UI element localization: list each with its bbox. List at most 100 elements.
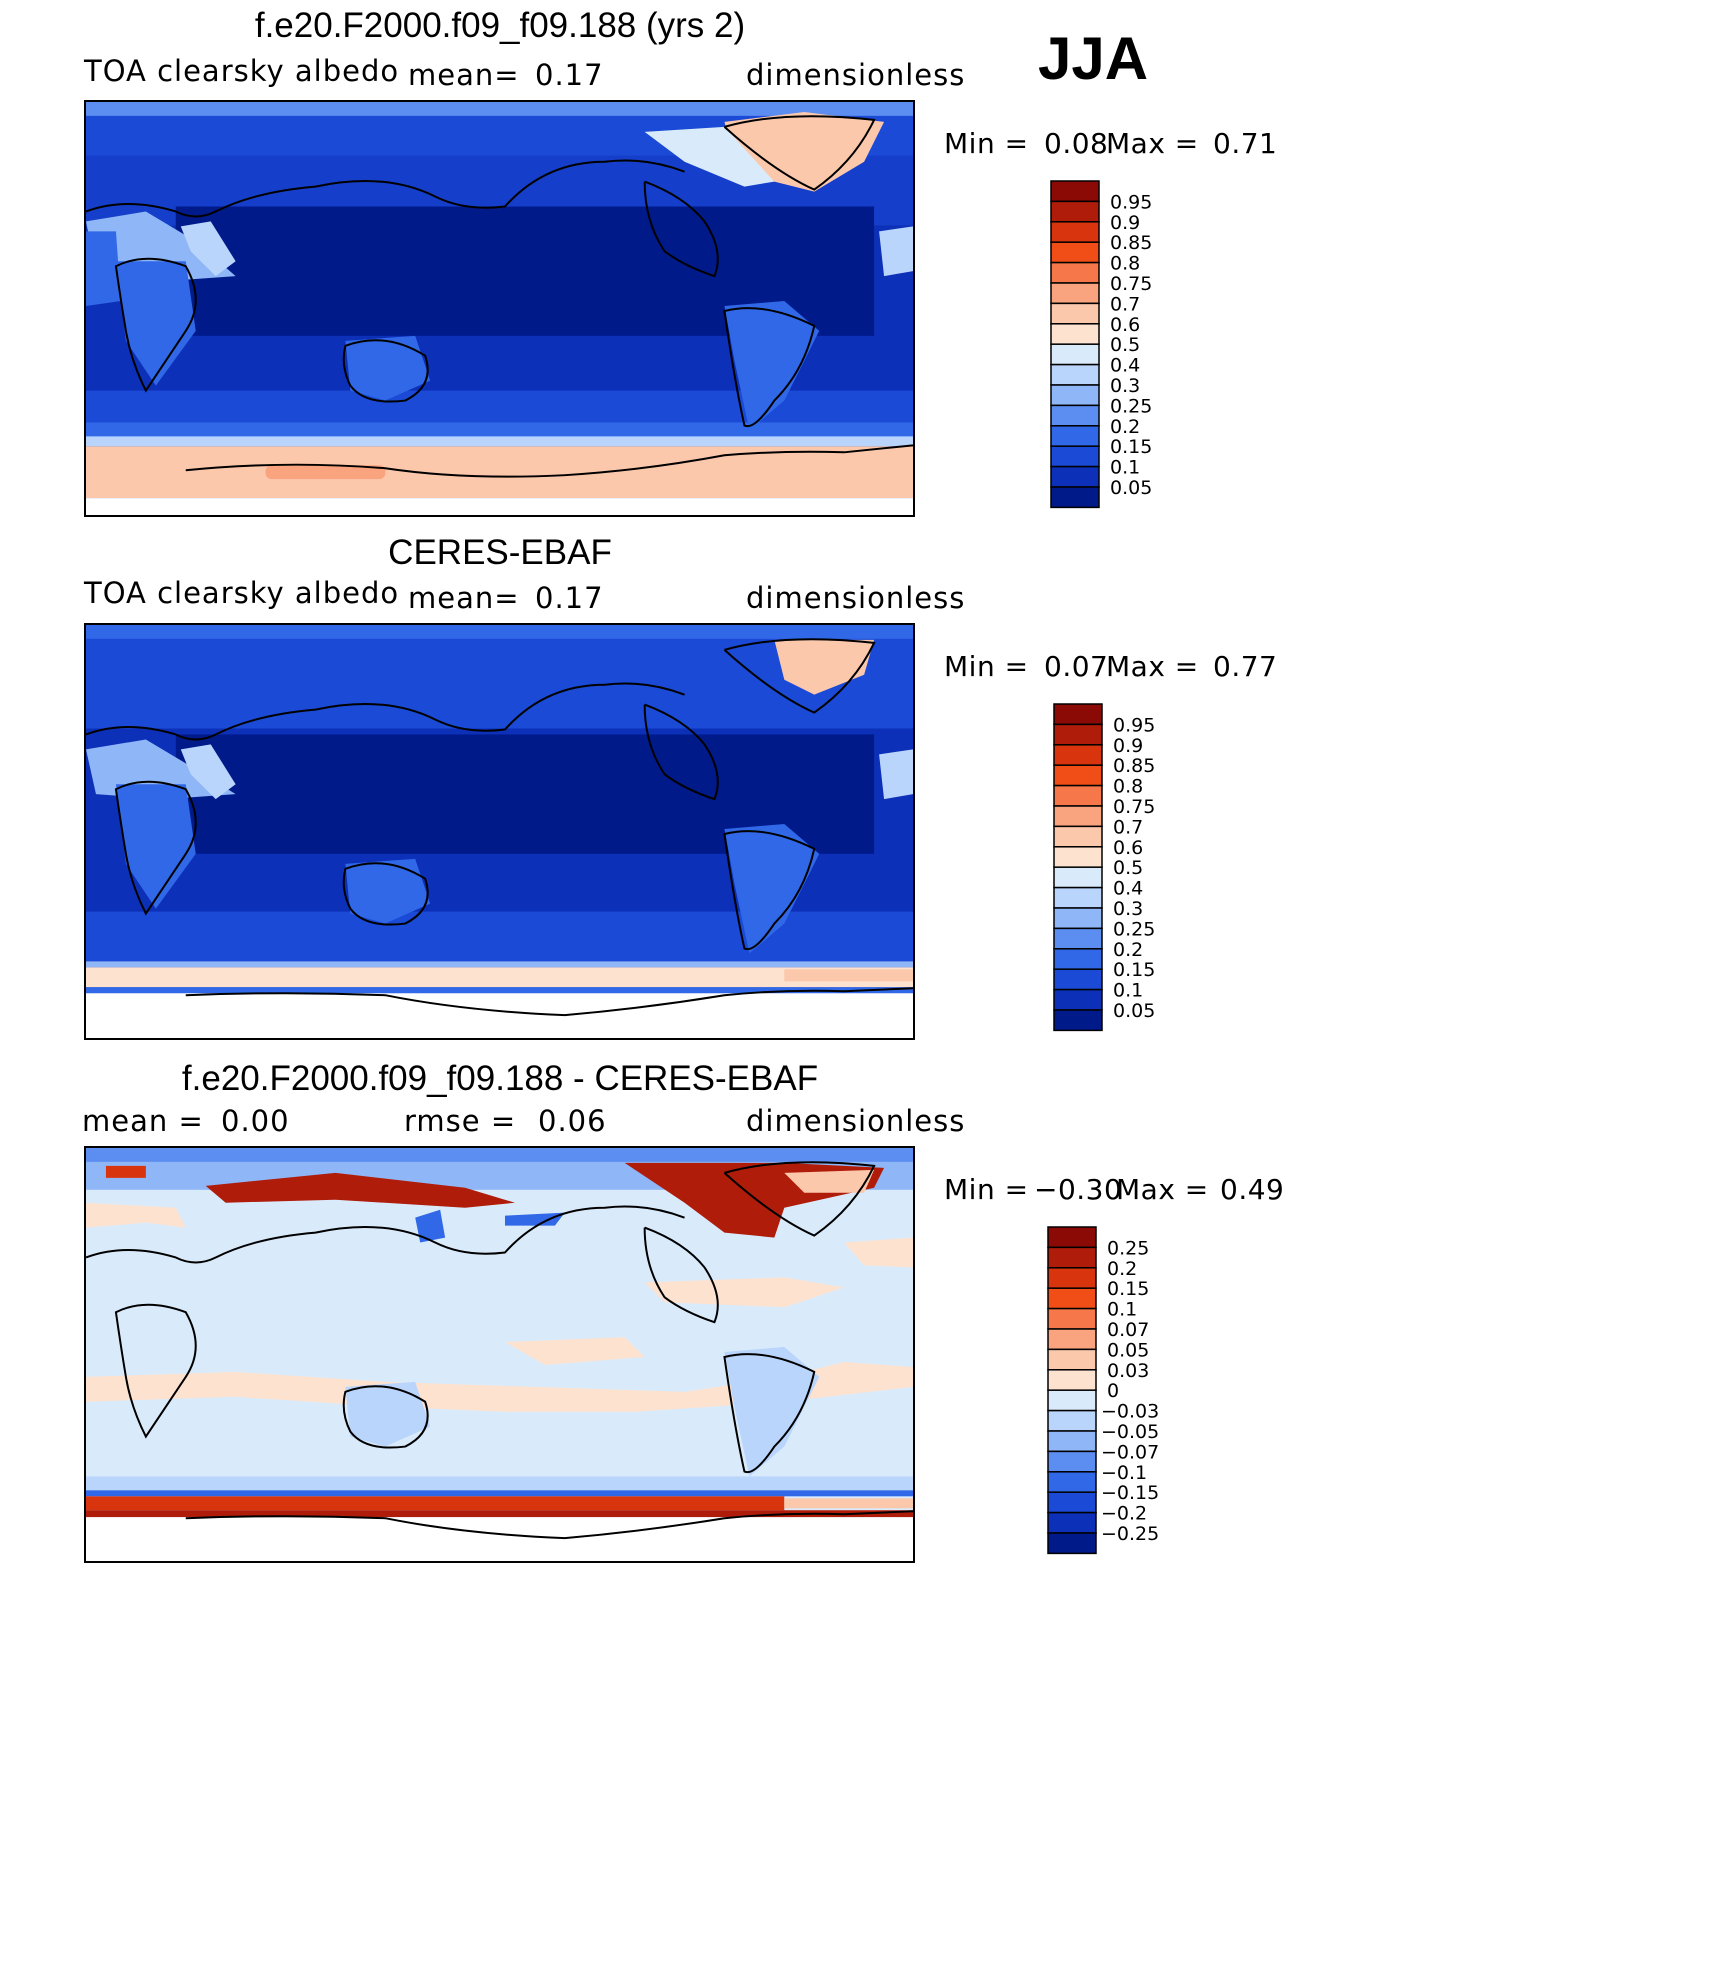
panel3-colorbar-tick-label-11: −0.1 <box>1101 1462 1147 1484</box>
panel1-colorbar-swatch-3 <box>1050 241 1100 264</box>
panel3-map <box>84 1146 915 1563</box>
panel2-arctic-band <box>86 625 913 639</box>
panel2-arabia <box>180 744 236 800</box>
panel3-sh-subtrop-positive <box>86 1361 913 1412</box>
panel3-colorbar-tick-label-13: −0.2 <box>1101 1503 1147 1525</box>
panel3-colorbar-tick-label-12: −0.15 <box>1101 1482 1159 1504</box>
panel3-coastlines <box>86 1161 913 1540</box>
panel1-colorbar-swatch-10 <box>1050 384 1100 407</box>
panel1-antarctic-band <box>86 446 913 499</box>
panel3-rmse-value: 0.06 <box>538 1104 607 1138</box>
panel2-colorbar-tick-label-6: 0.6 <box>1113 837 1143 859</box>
panel1-arctic-band <box>86 102 913 116</box>
panel3-title: f.e20.F2000.f09_f09.188 - CERES-EBAF <box>181 1059 819 1098</box>
panel3-scandinavia-positive <box>105 1165 146 1178</box>
panel2-colorbar-swatch-11 <box>1053 927 1103 950</box>
panel1-west-africa <box>879 226 913 277</box>
panel3-atlantic-positive <box>844 1237 913 1268</box>
panel3-nh-subtrop-positive <box>644 1277 845 1308</box>
panel1-colorbar-tick-label-1: 0.9 <box>1110 212 1140 234</box>
panel2-colorbar-tick-label-12: 0.15 <box>1113 959 1155 981</box>
panel1-south-america-fill <box>724 301 820 431</box>
panel2-sh-edge <box>86 987 913 994</box>
panel1-arabia <box>180 221 236 277</box>
panel2-units: dimensionless <box>746 581 966 615</box>
panel3-colorbar-swatch-14 <box>1047 1511 1097 1534</box>
panel3-colorbar-swatch-15 <box>1047 1532 1097 1555</box>
panel1-colorbar-tick-label-12: 0.15 <box>1110 436 1152 458</box>
panel3-colorbar-swatch-7 <box>1047 1369 1097 1391</box>
panel3-max-value: 0.49 <box>1220 1173 1285 1206</box>
panel3-colorbar-tick-label-2: 0.15 <box>1107 1278 1149 1300</box>
panel3-colorbar-tick-label-0: 0.25 <box>1107 1237 1149 1259</box>
panel2-missing-pole <box>86 993 913 1038</box>
panel1-colorbar-swatch-7 <box>1050 323 1100 345</box>
panel3-colorbar-swatch-6 <box>1047 1348 1097 1371</box>
panel3-colorbar-swatch-4 <box>1047 1307 1097 1330</box>
panel1-colorbar-swatch-1 <box>1050 200 1100 223</box>
panel2-colorbar-svg: 0.950.90.850.80.750.70.60.50.40.30.250.2… <box>1053 703 1155 1032</box>
panel2-colorbar-swatch-4 <box>1053 784 1103 807</box>
panel2-map-svg <box>86 625 913 1038</box>
panel3-arctic-band <box>86 1148 913 1162</box>
panel1-colorbar-tick-label-14: 0.05 <box>1110 477 1152 499</box>
panel3-colorbar-tick-label-10: −0.07 <box>1101 1441 1159 1463</box>
panel1-mean-key: mean= <box>408 58 520 92</box>
panel3-colorbar-swatch-2 <box>1047 1267 1097 1289</box>
panel2-colorbar-tick-label-11: 0.2 <box>1113 939 1143 961</box>
panel1-colorbar-tick-label-8: 0.4 <box>1110 355 1140 377</box>
panel2-variable-label: TOA clearsky albedo <box>84 576 400 610</box>
panel2-colorbar-swatch-9 <box>1053 886 1103 909</box>
panel2-australia-fill <box>345 858 431 924</box>
panel2-colorbar: 0.95 0.9 0.85 0.8 0.75 0.7 0.6 0.5 0.4 0.3 0.25 0.2… <box>1053 703 1175 1033</box>
panel3-rmse-key: rmse = <box>404 1104 517 1138</box>
panel3-southern-ocean <box>86 1476 913 1493</box>
panel2-colorbar-swatch-6 <box>1053 825 1103 848</box>
panel3-colorbar-tick-label-14: −0.25 <box>1101 1523 1159 1545</box>
panel3-map-svg <box>86 1148 913 1561</box>
panel2-colorbar-swatch-7 <box>1053 846 1103 868</box>
panel1-min-label: Min = <box>944 127 1029 160</box>
panel2-colorbar-swatch-14 <box>1053 988 1103 1011</box>
panel1-colorbar-swatch-6 <box>1050 302 1100 325</box>
panel2-min-label: Min = <box>944 650 1029 683</box>
panel1-colorbar-tick-label-13: 0.1 <box>1110 457 1140 479</box>
panel3-min-label: Min = <box>944 1173 1029 1206</box>
panel3-mean-key: mean = <box>82 1104 204 1138</box>
panel2-antarctic-band <box>86 967 913 988</box>
panel3-europe-positive <box>86 1202 186 1228</box>
panel3-colorbar-tick-label-8: −0.03 <box>1101 1401 1159 1423</box>
panel1-colorbar-tick-label-3: 0.8 <box>1110 253 1140 275</box>
panel1-colorbar-swatch-8 <box>1050 343 1100 366</box>
panel2-colorbar-tick-label-9: 0.3 <box>1113 898 1143 920</box>
panel3-colorbar-swatch-1 <box>1047 1246 1097 1269</box>
panel1-colorbar-tick-label-0: 0.95 <box>1110 191 1152 213</box>
panel3-mean-value: 0.00 <box>221 1104 290 1138</box>
panel1-max-value: 0.71 <box>1213 127 1278 160</box>
panel2-max-label: Max = <box>1106 650 1199 683</box>
panel2-seaice-edge <box>86 961 913 968</box>
panel1-colorbar-tick-label-9: 0.3 <box>1110 375 1140 397</box>
panel2-colorbar-tick-label-4: 0.75 <box>1113 796 1155 818</box>
panel1-australia-fill <box>345 335 431 401</box>
panel2-max-value: 0.77 <box>1213 650 1278 683</box>
panel1-colorbar-tick-label-11: 0.2 <box>1110 416 1140 438</box>
panel3-colorbar-svg: 0.250.20.150.10.070.050.030−0.03−0.05−0.… <box>1047 1226 1159 1555</box>
panel1-colorbar-swatch-5 <box>1050 282 1100 305</box>
panel1-colorbar-tick-label-2: 0.85 <box>1110 232 1152 254</box>
panel3-min-value: −0.30 <box>1034 1173 1123 1206</box>
panel2-colorbar-tick-label-8: 0.4 <box>1113 878 1143 900</box>
panel2-africa-fill <box>115 784 196 909</box>
panel2-coastlines <box>86 638 913 1017</box>
panel3-colorbar-tick-label-3: 0.1 <box>1107 1299 1137 1321</box>
panel2-colorbar-tick-label-13: 0.1 <box>1113 980 1143 1002</box>
panel1-colorbar-tick-label-4: 0.75 <box>1110 273 1152 295</box>
panel1-colorbar-swatch-11 <box>1050 404 1100 427</box>
panel2-colorbar-tick-label-14: 0.05 <box>1113 1000 1155 1022</box>
panel3-colorbar-tick-label-9: −0.05 <box>1101 1421 1159 1443</box>
panel2-colorbar-tick-label-2: 0.85 <box>1113 755 1155 777</box>
panel1-colorbar-swatch-15 <box>1050 486 1100 509</box>
panel3-colorbar-swatch-3 <box>1047 1287 1097 1310</box>
panel1-colorbar-swatch-14 <box>1050 465 1100 488</box>
panel1-colorbar-swatch-2 <box>1050 221 1100 243</box>
